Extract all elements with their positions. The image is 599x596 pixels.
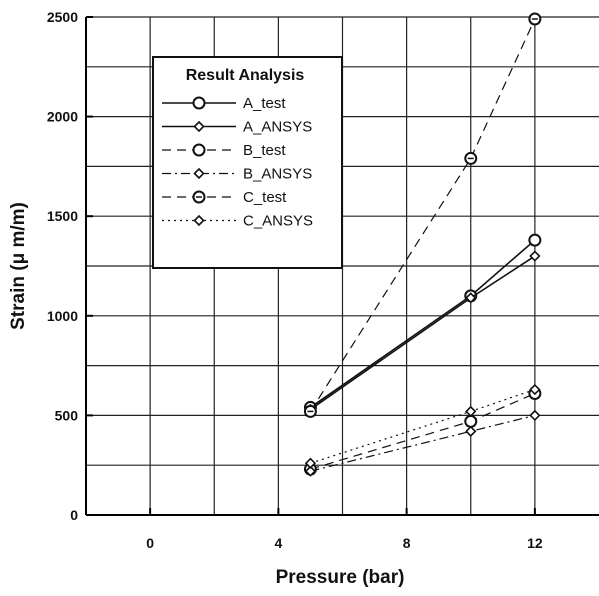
tick-labels: 0 500 1000 1500 2000 2500 0 4 8 12 <box>47 9 543 551</box>
series-b-test <box>303 386 542 476</box>
series-a-ansys <box>304 250 541 416</box>
data-point-c-ansys <box>529 383 541 396</box>
legend-entry-a-ansys: A_ANSYS <box>162 119 312 136</box>
series-line-a-ansys <box>309 255 536 411</box>
data-point-b-test <box>464 414 478 428</box>
y-tick-label: 2500 <box>47 9 78 25</box>
series-c-test <box>303 12 542 418</box>
x-tick-label: 12 <box>527 535 543 551</box>
series-line-a-test <box>309 239 536 409</box>
y-tick-label: 0 <box>70 507 78 523</box>
series-line-c-test <box>309 18 536 412</box>
y-axis-title: Strain (μ m/m) <box>8 202 29 330</box>
legend-box <box>152 56 343 269</box>
x-axis-title: Pressure (bar) <box>276 567 405 588</box>
legend-marker-c-ansys <box>193 214 205 227</box>
data-point-c-ansys <box>465 405 477 418</box>
x-tick-label: 4 <box>274 535 282 551</box>
x-tick-label: 8 <box>403 535 411 551</box>
legend-marker-b-ansys <box>193 167 205 180</box>
legend-entry-c-ansys: C_ANSYS <box>162 213 313 230</box>
legend-label-c-ansys: C_ANSYS <box>243 213 313 230</box>
series-line-b-test <box>310 392 536 470</box>
legend-label-a-test: A_test <box>243 95 286 112</box>
data-point-a-test <box>528 233 542 247</box>
data-point-b-ansys <box>465 425 477 437</box>
legend-label-b-test: B_test <box>243 142 286 159</box>
data-point-a-ansys <box>465 292 477 304</box>
series-b-ansys <box>304 409 541 477</box>
y-tick-label: 500 <box>55 407 79 423</box>
legend-entry-a-test: A_test <box>162 95 286 112</box>
data-point-c-ansys <box>304 457 317 469</box>
legend-marker-a-ansys <box>193 120 205 133</box>
series-layer <box>303 12 542 477</box>
series-c-ansys <box>304 383 541 469</box>
legend: Result Analysis A_test A_ANSYS B_test B_ANS… <box>152 56 343 269</box>
legend-entry-b-ansys: B_ANSYS <box>162 166 312 183</box>
data-point-b-ansys <box>304 465 317 477</box>
legend-label-a-ansys: A_ANSYS <box>243 119 312 136</box>
x-tick-label: 0 <box>146 535 154 551</box>
legend-entry-c-test: C_test <box>162 189 287 206</box>
data-point-a-ansys <box>529 250 541 262</box>
legend-marker-b-test <box>192 143 206 157</box>
legend-label-c-test: C_test <box>243 189 287 206</box>
y-tick-label: 1500 <box>47 208 78 224</box>
axes <box>85 16 599 516</box>
legend-title: Result Analysis <box>186 67 305 84</box>
series-line-b-ansys <box>310 414 536 472</box>
legend-entries: A_test A_ANSYS B_test B_ANSYS C_test C_ANSYS <box>162 95 313 230</box>
y-tick-label: 2000 <box>47 109 78 125</box>
series-line-c-ansys <box>310 388 536 464</box>
data-point-b-ansys <box>529 409 541 422</box>
legend-label-b-ansys: B_ANSYS <box>243 166 312 183</box>
legend-entry-b-test: B_test <box>162 142 286 159</box>
legend-marker-a-test <box>192 96 206 110</box>
y-tick-label: 1000 <box>47 308 78 324</box>
